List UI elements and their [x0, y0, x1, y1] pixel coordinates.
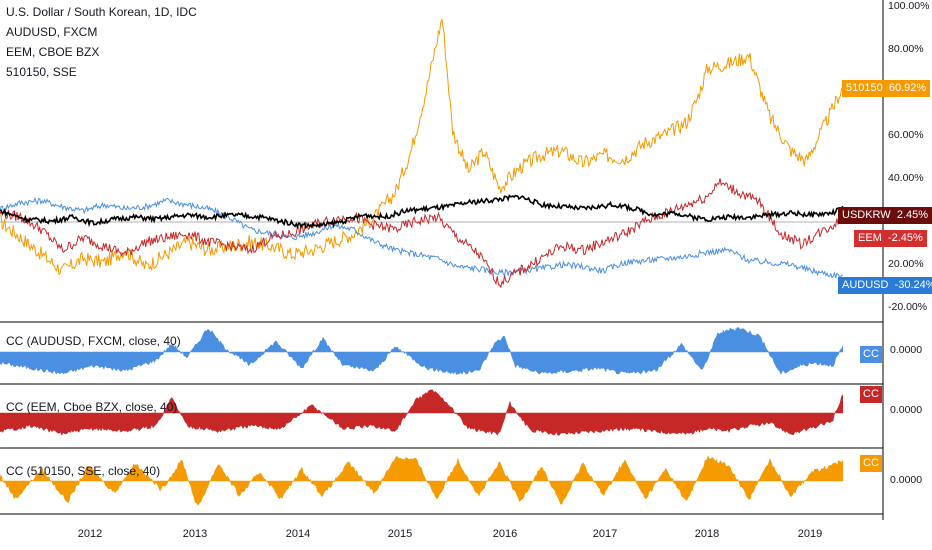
x-tick-label: 2016 — [492, 528, 518, 540]
x-tick-label: 2017 — [592, 528, 618, 540]
series-badge-audusd: AUDUSD -30.24% — [838, 277, 932, 294]
badge-value: 2.45% — [896, 209, 929, 221]
chart-title: U.S. Dollar / South Korean, 1D, IDC — [6, 5, 197, 19]
x-tick-label: 2013 — [182, 528, 208, 540]
pane-zero-label: 0.0000 — [890, 474, 923, 486]
y-tick-label: 20.00% — [888, 258, 924, 270]
pane-title-audusd: CC (AUDUSD, FXCM, close, 40) — [6, 334, 181, 348]
series-badge-eem: EEM -2.45% — [854, 230, 927, 247]
cc-area-audusd — [0, 327, 844, 376]
pane-badge-510150: CC — [860, 455, 882, 472]
x-tick-label: 2019 — [797, 528, 823, 540]
series-line-510150 — [0, 17, 844, 276]
badge-name: AUDUSD — [842, 279, 889, 291]
badge-value: -2.45% — [887, 232, 923, 244]
series-badge-usdkrw: USDKRW 2.45% — [838, 207, 932, 224]
legend-audusd: AUDUSD, FXCM — [6, 25, 98, 39]
cc-area-eem — [0, 389, 844, 436]
pane-title-510150: CC (510150, SSE, close, 40) — [6, 464, 161, 478]
pane-badge-audusd: CC — [860, 346, 882, 363]
series-line-usdkrw — [0, 194, 844, 230]
badge-name: EEM — [858, 232, 882, 244]
y-tick-label: 80.00% — [888, 43, 924, 55]
y-tick-label: 40.00% — [888, 172, 924, 184]
y-tick-label: 60.00% — [888, 129, 924, 141]
x-tick-label: 2014 — [285, 528, 311, 540]
y-tick-label: 100.00% — [888, 0, 930, 12]
y-tick-label: -20.00% — [888, 301, 928, 313]
pane-title-eem: CC (EEM, Cboe BZX, close, 40) — [6, 400, 178, 414]
x-tick-label: 2012 — [77, 528, 103, 540]
pane-badge-eem: CC — [860, 386, 882, 403]
badge-value: -30.24% — [894, 279, 932, 291]
legend-510150: 510150, SSE — [6, 65, 77, 79]
series-line-eem — [0, 178, 844, 289]
badge-name: USDKRW — [842, 209, 891, 221]
pane-zero-label: 0.0000 — [890, 344, 923, 356]
badge-name: 510150 — [846, 82, 883, 94]
x-tick-label: 2015 — [387, 528, 413, 540]
series-badge-510150: 510150 60.92% — [842, 80, 931, 97]
badge-value: 60.92% — [888, 82, 927, 94]
chart-legend: U.S. Dollar / South Korean, 1D, IDC AUDU… — [6, 2, 197, 82]
pane-zero-label: 0.0000 — [890, 404, 923, 416]
series-line-audusd — [0, 196, 844, 279]
cc-area-510150 — [0, 455, 844, 506]
legend-eem: EEM, CBOE BZX — [6, 45, 100, 59]
x-tick-label: 2018 — [694, 528, 720, 540]
